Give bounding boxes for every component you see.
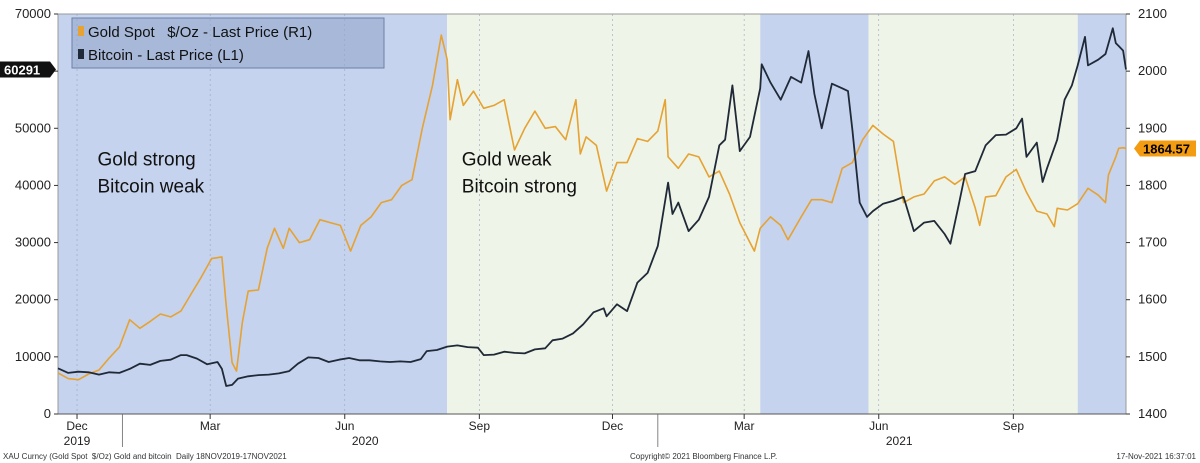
x-year-label-1: 2020 <box>352 434 379 448</box>
left-tick-label-2: 20000 <box>15 292 51 307</box>
footer-right: 17-Nov-2021 16:37:01 <box>1116 452 1196 461</box>
left-tick-label-3: 30000 <box>15 235 51 250</box>
region-4 <box>1077 14 1126 414</box>
badge-gold-value: 1864.57 <box>1143 142 1190 157</box>
legend: Gold Spot $/Oz - Last Price (R1) Bitcoin… <box>71 17 385 69</box>
right-tick-label-7: 2100 <box>1138 6 1167 21</box>
x-tick-label-6: Jun <box>869 419 888 433</box>
right-tick-label-3: 1700 <box>1138 235 1167 250</box>
right-tick-label-6: 2000 <box>1138 63 1167 78</box>
region-0 <box>58 14 448 414</box>
legend-label-bitcoin: Bitcoin - Last Price (L1) <box>88 47 244 64</box>
legend-label-gold: Gold Spot $/Oz - Last Price (R1) <box>88 24 312 41</box>
footer: XAU Curncy (Gold Spot $/Oz) Gold and bit… <box>3 452 1197 461</box>
badge-gold-last <box>1134 140 1196 157</box>
annotation-1-line-1: Bitcoin strong <box>462 176 577 197</box>
right-tick-label-4: 1800 <box>1138 177 1167 192</box>
x-tick-label-7: Sep <box>1003 419 1025 433</box>
x-axis: Dec Mar Jun Sep Dec Mar Jun Sep 2019 2020 2021 <box>58 413 1126 448</box>
legend-swatch-bitcoin <box>78 49 84 59</box>
last-price-badges: 60291 1864.57 <box>0 61 1196 157</box>
series-layer <box>57 27 1127 387</box>
x-tick-label-2: Jun <box>335 419 354 433</box>
right-tick-label-2: 1600 <box>1138 292 1167 307</box>
x-tick-label-1: Mar <box>200 419 221 433</box>
region-2 <box>760 14 869 414</box>
legend-box <box>71 17 385 69</box>
right-tick-label-1: 1500 <box>1138 349 1167 364</box>
right-tick-label-0: 1400 <box>1138 406 1167 421</box>
x-year-label-0: 2019 <box>64 434 91 448</box>
x-year-label-2: 2021 <box>886 434 913 448</box>
region-1 <box>447 14 761 414</box>
badge-bitcoin-last <box>0 61 56 78</box>
badge-bitcoin-value: 60291 <box>4 62 40 77</box>
bitcoin-price-line <box>57 27 1127 387</box>
footer-center: Copyright© 2021 Bloomberg Finance L.P. <box>630 452 777 461</box>
left-tick-label-4: 40000 <box>15 177 51 192</box>
footer-left: XAU Curncy (Gold Spot $/Oz) Gold and bit… <box>3 452 287 461</box>
legend-swatch-gold <box>78 26 84 36</box>
annotation-1-line-0: Gold weak <box>462 149 552 170</box>
left-tick-label-0: 0 <box>44 406 51 421</box>
region-3 <box>868 14 1078 414</box>
x-tick-label-4: Dec <box>602 419 623 433</box>
left-tick-label-5: 50000 <box>15 120 51 135</box>
highlight-regions <box>58 14 1126 414</box>
x-tick-label-0: Dec <box>66 419 87 433</box>
x-tick-label-3: Sep <box>469 419 491 433</box>
annotations: Gold strong Bitcoin weak Gold weak Bitcoin … <box>98 149 577 197</box>
annotation-0-line-1: Bitcoin weak <box>98 176 205 197</box>
right-axis: 1400 1500 1600 1700 1800 1900 2000 2100 <box>1126 6 1167 421</box>
right-tick-label-5: 1900 <box>1138 120 1167 135</box>
annotation-0-line-0: Gold strong <box>98 149 196 170</box>
gold-price-line <box>57 34 1127 381</box>
x-tick-label-5: Mar <box>734 419 755 433</box>
left-tick-label-1: 10000 <box>15 349 51 364</box>
gridlines <box>76 14 1014 414</box>
left-tick-label-7: 70000 <box>15 6 51 21</box>
